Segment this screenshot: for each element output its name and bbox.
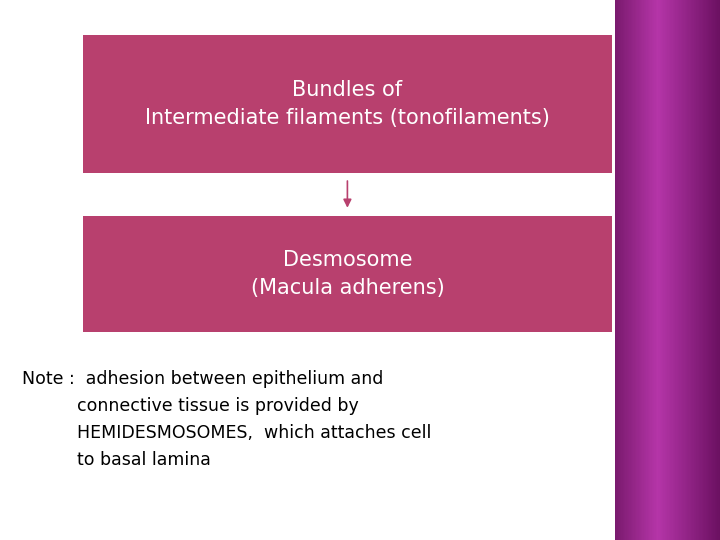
Bar xyxy=(653,0,655,540)
Bar xyxy=(647,0,649,540)
Bar xyxy=(656,0,657,540)
Bar xyxy=(694,0,696,540)
Bar xyxy=(632,0,634,540)
Bar xyxy=(628,0,630,540)
Bar xyxy=(708,0,710,540)
Bar xyxy=(679,0,681,540)
Bar xyxy=(618,0,621,540)
Bar xyxy=(677,0,679,540)
Bar xyxy=(650,0,652,540)
Bar xyxy=(648,0,649,540)
Bar xyxy=(709,0,711,540)
Bar xyxy=(641,0,643,540)
Bar xyxy=(637,0,639,540)
Bar xyxy=(657,0,659,540)
Bar xyxy=(640,0,642,540)
Bar xyxy=(636,0,638,540)
Bar xyxy=(644,0,646,540)
Bar xyxy=(665,0,667,540)
Bar xyxy=(685,0,687,540)
Bar xyxy=(634,0,636,540)
Bar xyxy=(634,0,635,540)
Bar xyxy=(654,0,657,540)
Bar xyxy=(698,0,700,540)
Bar xyxy=(620,0,622,540)
Bar xyxy=(642,0,644,540)
Bar xyxy=(688,0,690,540)
Bar xyxy=(675,0,678,540)
Bar xyxy=(664,0,665,540)
Bar xyxy=(691,0,693,540)
Bar xyxy=(631,0,633,540)
Bar xyxy=(701,0,702,540)
Text: Note :  adhesion between epithelium and
          connective tissue is provided : Note : adhesion between epithelium and c… xyxy=(22,370,431,469)
Bar xyxy=(674,0,676,540)
Bar xyxy=(621,0,624,540)
Bar xyxy=(83,35,612,173)
Bar xyxy=(693,0,695,540)
Text: Bundles of
Intermediate filaments (tonofilaments): Bundles of Intermediate filaments (tonof… xyxy=(145,80,550,128)
Bar xyxy=(661,0,663,540)
Bar xyxy=(719,0,720,540)
Bar xyxy=(695,0,697,540)
Bar xyxy=(639,0,641,540)
Bar xyxy=(616,0,618,540)
Bar xyxy=(714,0,716,540)
Bar xyxy=(678,0,680,540)
Bar xyxy=(629,0,631,540)
Bar xyxy=(716,0,718,540)
Bar xyxy=(712,0,714,540)
Bar xyxy=(686,0,688,540)
Bar xyxy=(711,0,713,540)
Text: Desmosome
(Macula adherens): Desmosome (Macula adherens) xyxy=(251,250,444,298)
Bar xyxy=(645,0,647,540)
Bar xyxy=(701,0,703,540)
Bar xyxy=(706,0,708,540)
Bar xyxy=(652,0,654,540)
Bar xyxy=(669,0,671,540)
Bar xyxy=(649,0,651,540)
Bar xyxy=(667,0,670,540)
Bar xyxy=(687,0,689,540)
Bar xyxy=(707,0,709,540)
Bar xyxy=(662,0,665,540)
Bar xyxy=(623,0,625,540)
Bar xyxy=(680,0,683,540)
Bar xyxy=(626,0,627,540)
Bar xyxy=(699,0,701,540)
Bar xyxy=(660,0,662,540)
Bar xyxy=(672,0,675,540)
Bar xyxy=(671,0,673,540)
Bar xyxy=(683,0,685,540)
Bar xyxy=(696,0,698,540)
Bar xyxy=(715,0,717,540)
Bar xyxy=(682,0,684,540)
Bar xyxy=(666,0,668,540)
Bar xyxy=(624,0,626,540)
Bar xyxy=(670,0,672,540)
Bar xyxy=(626,0,629,540)
Bar xyxy=(717,0,719,540)
Bar xyxy=(690,0,692,540)
Bar xyxy=(658,0,660,540)
Bar xyxy=(703,0,705,540)
Bar xyxy=(83,216,612,332)
Bar xyxy=(615,0,617,540)
Bar xyxy=(704,0,706,540)
Bar xyxy=(618,0,619,540)
